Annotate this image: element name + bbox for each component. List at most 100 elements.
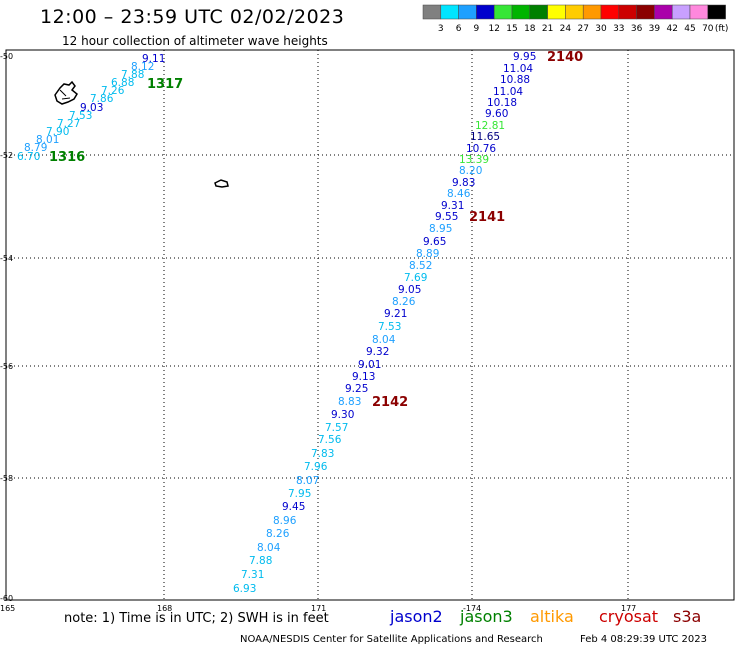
campbell-island-coastline: [214, 179, 229, 188]
swh-value: 8.83: [338, 396, 361, 408]
scale-swatch: [618, 4, 637, 20]
map-frame: [5, 49, 735, 601]
scale-swatch: [689, 4, 709, 20]
scale-swatch: [476, 4, 495, 20]
pass-label: 1316: [49, 150, 85, 165]
scale-label: 3: [438, 24, 444, 34]
swh-value: 7.53: [69, 110, 92, 122]
pass-label: 1317: [147, 77, 183, 92]
swh-value: 10.76: [466, 143, 496, 155]
scale-swatch: [422, 4, 442, 20]
auckland-islands-detail: [59, 89, 71, 100]
auckland-islands-coastline: [54, 80, 78, 105]
swh-value: 9.65: [423, 236, 446, 248]
scale-label: 45: [684, 24, 695, 34]
swh-value: 9.13: [352, 371, 375, 383]
swh-value: 7.57: [325, 422, 348, 434]
scale-label: 6: [456, 24, 462, 34]
footnote: note: 1) Time is in UTC; 2) SWH is in fe…: [64, 611, 329, 626]
swh-value: 9.03: [80, 102, 103, 114]
swh-value: 7.90: [46, 126, 69, 138]
scale-label: 12: [488, 24, 499, 34]
swh-value: 9.32: [366, 346, 389, 358]
scale-label: (ft): [715, 24, 729, 34]
scale-swatch: [458, 4, 477, 20]
scale-swatch: [440, 4, 459, 20]
scale-swatch: [654, 4, 673, 20]
swh-value: 9.25: [345, 383, 368, 395]
swh-value: 8.04: [257, 542, 281, 554]
scale-label: 18: [524, 24, 536, 34]
satellite-legend-s3a: s3a: [673, 607, 702, 626]
swh-value: 8.04: [372, 334, 396, 346]
swh-value: 9.05: [398, 284, 421, 296]
satellite-legend-jason2: jason2: [390, 607, 443, 626]
color-scale-legend: 3 6 9 12 15 18 21 24 27 30 33 36 39 42 45 70 (ft): [422, 4, 729, 34]
swh-value: 8.89: [416, 248, 439, 260]
swh-value: 11.04: [493, 86, 523, 98]
swh-value: 9.55: [435, 211, 458, 223]
swh-value: 9.21: [384, 308, 407, 320]
swh-value: 9.45: [282, 501, 305, 513]
swh-value: 9.31: [441, 200, 464, 212]
satellite-legend-jason3: jason3: [460, 607, 513, 626]
swh-value: 9.60: [485, 108, 508, 120]
satellite-legend-cryosat: cryosat: [599, 607, 659, 626]
swh-value: 8.26: [266, 528, 290, 540]
swh-value: 8.52: [409, 260, 432, 272]
pass-label: 2142: [372, 395, 408, 410]
swh-value: 9.11: [142, 53, 165, 65]
lon-label: -174: [463, 604, 481, 613]
swh-value: 7.96: [304, 461, 328, 473]
swh-value: 12.81: [475, 120, 505, 132]
swh-value: 11.04: [503, 63, 533, 75]
lat-label: -52: [0, 151, 13, 160]
scale-swatch: [529, 4, 548, 20]
scale-label: 33: [613, 24, 624, 34]
lon-label: 168: [157, 604, 172, 613]
swh-value: 13.39: [459, 154, 489, 166]
page-subtitle: 12 hour collection of altimeter wave hei…: [62, 34, 328, 48]
swh-value: 7.26: [101, 85, 125, 97]
scale-label: 24: [560, 24, 572, 34]
scale-label: 39: [649, 24, 661, 34]
page-title: 12:00 – 23:59 UTC 02/02/2023: [40, 6, 345, 28]
scale-swatch: [565, 4, 584, 20]
swh-value: 7.88: [249, 555, 272, 567]
swh-value: 6.93: [233, 583, 256, 595]
swh-value: 8.12: [131, 61, 154, 73]
swh-value: 8.79: [24, 142, 47, 154]
lat-label: -60: [0, 594, 13, 603]
swh-value: 8.46: [447, 188, 471, 200]
swh-value: 7.86: [90, 93, 114, 105]
scale-swatch: [600, 4, 620, 20]
swh-value: 10.88: [500, 74, 530, 86]
swh-value: 8.07: [296, 475, 319, 487]
lat-label: -54: [0, 254, 13, 263]
swh-value: 7.69: [404, 272, 427, 284]
scale-swatch: [547, 4, 566, 20]
swh-value: 8.01: [36, 134, 59, 146]
swh-value: 7.31: [241, 569, 264, 581]
swh-value: 8.95: [429, 223, 452, 235]
generated-timestamp: Feb 4 08:29:39 UTC 2023: [580, 634, 707, 645]
scale-label: 70: [702, 24, 714, 34]
scale-swatch: [511, 4, 531, 20]
scale-swatch: [493, 4, 513, 20]
swh-value: 10.18: [487, 97, 517, 109]
lon-label: 177: [621, 604, 636, 613]
lat-label: -58: [0, 474, 13, 483]
lat-label: -56: [0, 362, 13, 371]
swh-value: 9.95: [513, 51, 536, 63]
swh-value: 7.27: [57, 118, 80, 130]
scale-label: 36: [631, 24, 643, 34]
swh-value: 8.96: [273, 515, 297, 527]
swh-value: 7.56: [318, 434, 342, 446]
swh-value: 7.53: [378, 321, 401, 333]
swh-value: 7.88: [121, 69, 144, 81]
swh-value: 9.30: [331, 409, 354, 421]
satellite-legend-altika: altika: [530, 607, 574, 626]
swh-value: 9.83: [452, 177, 475, 189]
scale-swatch: [671, 4, 691, 20]
